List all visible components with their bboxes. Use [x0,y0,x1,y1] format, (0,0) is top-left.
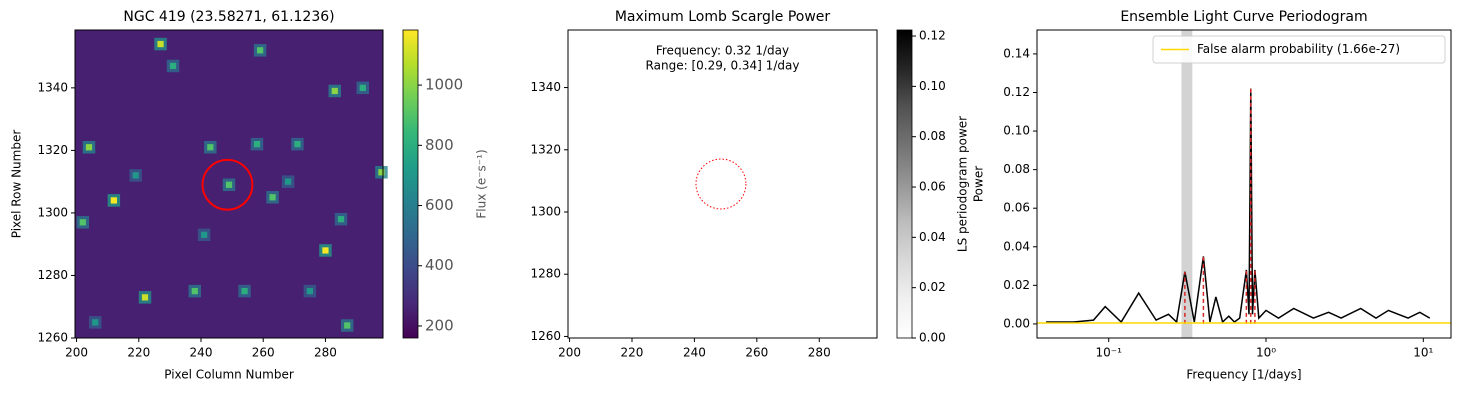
source-pixel [378,169,385,176]
source-pixel [285,178,292,185]
colorbar-tick-label: 1000 [425,76,463,94]
annotation: Range: [0.29, 0.34] 1/day [646,59,800,73]
colorbar-tick-label: 800 [425,136,454,154]
source-pixel [110,197,117,204]
colorbar-tick-label: 200 [425,316,454,334]
x-tick-label: 240 [683,346,706,360]
source-pixel [132,172,139,179]
x-tick-label: 220 [621,346,644,360]
y-axis-label: Power [972,166,986,202]
colorbar-tick-label: 0.04 [919,230,946,244]
source-pixel [85,144,93,151]
y-axis-label: Pixel Row Number [10,130,24,239]
colorbar-label: LS periodogram power [956,116,970,252]
source-pixel [157,40,164,48]
y-tick-label: 1340 [37,80,68,94]
y-tick-label: 1320 [37,143,68,157]
x-tick-label: 10⁻¹ [1096,346,1123,360]
source-pixel [331,87,338,95]
colorbar [896,29,913,339]
plot-frame [74,29,384,339]
source-pixel [141,294,149,301]
source-pixel [92,319,99,326]
x-tick-label: 220 [127,346,150,360]
source-pixel [191,287,198,295]
y-tick-label: 1260 [530,329,561,343]
colorbar-tick-label: 400 [425,256,454,274]
source-pixel [269,194,276,201]
x-tick-label: 240 [190,346,213,360]
periodogram-line [1046,88,1431,324]
source-pixel [253,141,261,148]
y-tick-label: 1260 [37,331,68,345]
y-tick-label: 0.02 [1003,278,1030,292]
legend-label: False alarm probability (1.66e-27) [1197,42,1400,56]
colorbar-tick-label: 0.06 [919,180,946,194]
x-tick-label: 10⁰ [1256,346,1276,360]
x-tick-label: 200 [65,346,88,360]
y-tick-label: 1280 [37,268,68,282]
y-tick-label: 1340 [530,80,561,94]
annotation: Frequency: 0.32 1/day [656,44,789,58]
aperture [695,158,747,210]
source-pixel [225,181,233,188]
source-pixel [257,47,264,54]
y-tick-label: 0.14 [1003,46,1030,60]
source-pixel [169,62,177,70]
panel-title: Ensemble Light Curve Periodogram [1120,9,1367,25]
source-pixel [79,219,86,226]
panel-title: Maximum Lomb Scargle Power [615,9,831,25]
source-pixel [201,231,208,238]
x-axis-label: Pixel Column Number [164,368,294,382]
y-tick-label: 0.06 [1003,201,1030,215]
panel-title: NGC 419 (23.58271, 61.1236) [123,9,334,25]
x-tick-label: 280 [314,346,337,360]
y-tick-label: 0.10 [1003,124,1030,138]
legend-box [1152,35,1446,64]
x-tick-label: 260 [745,346,768,360]
source-pixel [306,287,313,295]
x-axis-label: Frequency [1/days] [1186,368,1301,382]
y-tick-label: 0.12 [1003,85,1030,99]
colorbar-tick-label: 0.08 [919,129,946,143]
aperture [201,158,254,211]
source-pixel [294,141,301,148]
x-tick-label: 10¹ [1413,346,1433,360]
plot-frame [1036,29,1452,339]
source-pixel [241,287,248,295]
y-tick-label: 0.00 [1003,316,1030,330]
source-pixel [337,216,345,223]
source-pixel [207,144,214,151]
colorbar-label: Flux (e⁻s⁻¹) [475,149,489,218]
colorbar-tick-label: 0.10 [919,79,946,93]
x-tick-label: 200 [558,346,581,360]
colorbar-tick-label: 0.12 [919,29,946,43]
source-pixel [322,247,329,254]
y-tick-label: 1280 [530,267,561,281]
highlight-span [1181,30,1193,338]
colorbar-tick-label: 600 [425,196,454,214]
y-tick-label: 0.04 [1003,239,1030,253]
y-tick-label: 1320 [530,142,561,156]
source-pixel [344,322,351,329]
colorbar-tick-label: 0.00 [919,331,946,345]
colorbar [402,29,419,339]
y-tick-label: 1300 [530,205,561,219]
y-tick-label: 0.08 [1003,162,1030,176]
source-pixel [359,84,366,91]
x-tick-label: 260 [252,346,275,360]
x-tick-label: 280 [808,346,831,360]
plot-frame [567,29,878,339]
colorbar-tick-label: 0.02 [919,280,946,294]
y-tick-label: 1300 [37,205,68,219]
